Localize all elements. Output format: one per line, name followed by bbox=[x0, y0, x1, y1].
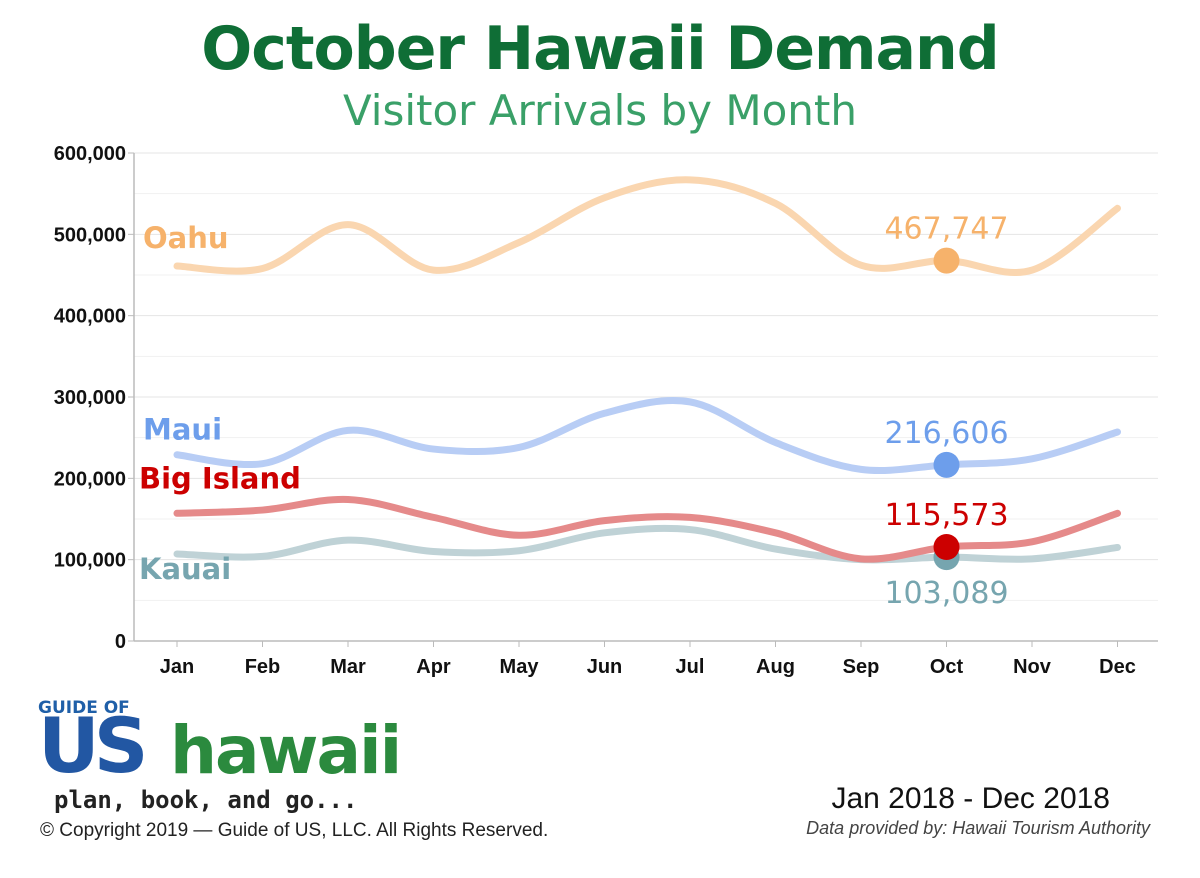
axis-layer: 0 100,000 200,000 300,000 400,000 500,000 600,… bbox=[54, 143, 1158, 678]
y-tick-label: 300,000 bbox=[54, 387, 126, 409]
x-tick-label: Sep bbox=[843, 656, 880, 678]
x-tick-label: May bbox=[500, 656, 540, 678]
data-label-oahu: 467,747 bbox=[884, 212, 1008, 247]
x-tick-label: Dec bbox=[1099, 656, 1136, 678]
series-name-oahu: Oahu bbox=[143, 221, 229, 255]
x-tick-label: Aug bbox=[756, 656, 795, 678]
y-tick-label: 400,000 bbox=[54, 306, 126, 328]
logo-tagline: plan, book, and go... bbox=[54, 786, 358, 814]
highlight-point-big-island bbox=[933, 534, 960, 561]
y-tick-label: 200,000 bbox=[54, 468, 126, 490]
highlight-point-oahu bbox=[933, 247, 960, 274]
x-tick-label: Jul bbox=[676, 656, 705, 678]
date-range: Jan 2018 - Dec 2018 bbox=[831, 782, 1110, 815]
x-tick-label: Feb bbox=[245, 656, 281, 678]
series-layer bbox=[173, 176, 1121, 571]
series-name-maui: Maui bbox=[143, 413, 222, 447]
highlight-point-maui bbox=[933, 451, 960, 478]
chart-subtitle: Visitor Arrivals by Month bbox=[342, 86, 857, 135]
y-tick-label: 0 bbox=[115, 631, 126, 653]
x-tick-label: Nov bbox=[1013, 656, 1052, 678]
logo-us-text: US bbox=[38, 701, 148, 790]
data-label-maui: 216,606 bbox=[884, 416, 1008, 451]
y-tick-label: 500,000 bbox=[54, 224, 126, 246]
x-tick-label: Mar bbox=[330, 656, 366, 678]
y-tick-label: 600,000 bbox=[54, 143, 126, 165]
logo-guide-of-text: GUIDE OF bbox=[38, 698, 130, 718]
y-tick-label: 100,000 bbox=[54, 550, 126, 572]
series-name-kauai: Kauai bbox=[139, 552, 231, 586]
guide-of-us-hawaii-logo: GUIDE OF US hawaii plan, book, and go... bbox=[38, 698, 418, 816]
chart-title: October Hawaii Demand bbox=[201, 14, 999, 84]
copyright-text: © Copyright 2019 — Guide of US, LLC. All… bbox=[40, 820, 549, 841]
label-layer: 103,089 Kauai 115,573 Big Island 216,606 Maui… bbox=[139, 212, 1009, 612]
series-name-big-island: Big Island bbox=[139, 461, 301, 495]
logo-hawaii-text: hawaii bbox=[170, 712, 402, 789]
data-source: Data provided by: Hawaii Tourism Authori… bbox=[806, 818, 1150, 838]
x-tick-label: Apr bbox=[416, 656, 451, 678]
data-label-kauai: 103,089 bbox=[884, 576, 1008, 611]
grid-layer bbox=[134, 152, 1158, 642]
line-chart: 0 100,000 200,000 300,000 400,000 500,000 600,… bbox=[54, 143, 1158, 678]
x-tick-label: Jun bbox=[587, 656, 623, 678]
x-tick-label: Oct bbox=[930, 656, 964, 678]
x-tick-label: Jan bbox=[160, 656, 194, 678]
data-label-big-island: 115,573 bbox=[884, 498, 1008, 533]
